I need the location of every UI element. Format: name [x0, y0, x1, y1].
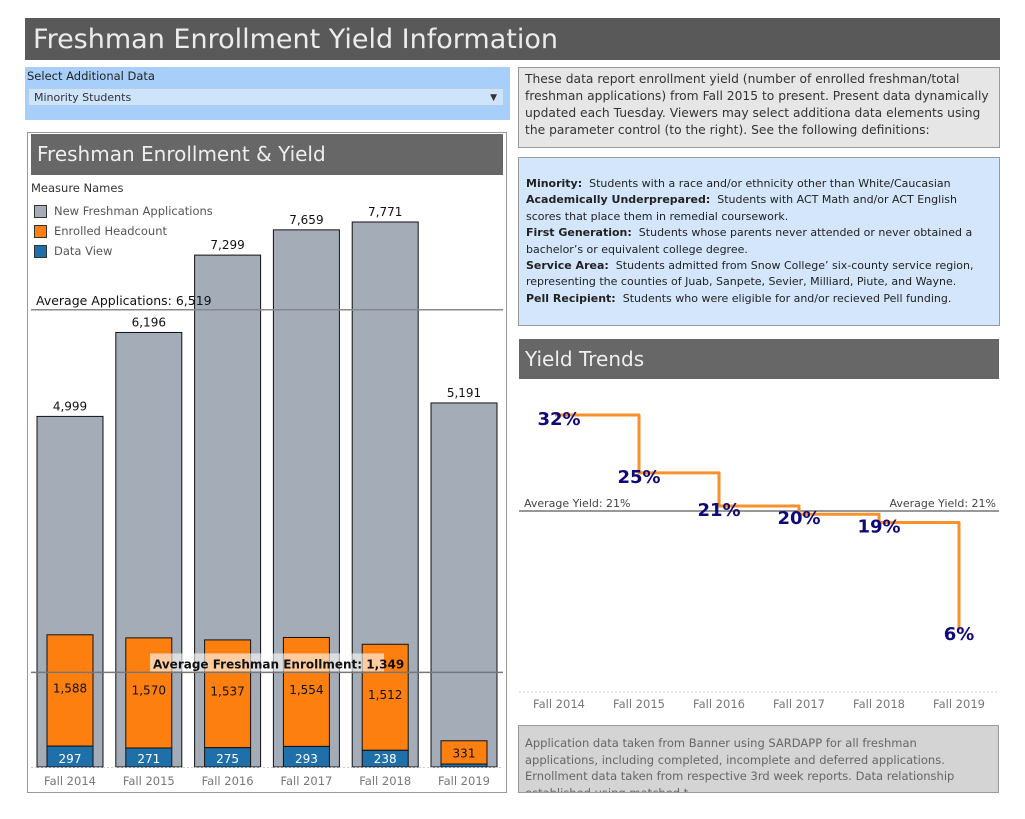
legend-label: Enrolled Headcount: [54, 224, 168, 238]
legend-label: Data View: [54, 244, 113, 258]
data-view-bar: [361, 749, 409, 768]
enrolled-label: 1,570: [132, 684, 166, 698]
applications-bar: [430, 402, 498, 768]
data-view-bar: [282, 745, 330, 768]
swatch-icon: [34, 204, 47, 218]
average-enrollment-label: Average Freshman Enrollment: 1,349: [153, 657, 404, 671]
enrolled-label: 1,537: [210, 685, 244, 699]
x-tick-label: Fall 2019: [438, 774, 490, 788]
legend-item-applications[interactable]: New Freshman Applications: [31, 201, 213, 221]
swatch-icon: [34, 244, 47, 258]
x-tick-label: Fall 2017: [280, 774, 332, 788]
enrollment-panel: [27, 132, 507, 793]
definitions-box: Minority: Students with a race and/or et…: [518, 157, 1000, 326]
average-applications-label: Average Applications: 6,519: [36, 293, 212, 308]
applications-label: 5,191: [447, 386, 481, 400]
data-view-label: 293: [295, 752, 318, 766]
data-view-label: 297: [59, 752, 82, 766]
dropdown-value: Minority Students: [34, 91, 132, 104]
additional-data-dropdown[interactable]: Minority Students ▼: [28, 88, 504, 106]
legend-item-data-view[interactable]: Data View: [31, 241, 213, 261]
enrolled-label: 1,512: [368, 688, 402, 702]
definition-pell: Pell Recipient: Students who were eligib…: [526, 291, 952, 305]
description-text: These data report enrollment yield (numb…: [518, 67, 1000, 148]
legend-label: New Freshman Applications: [54, 204, 213, 218]
footer-note: Application data taken from Banner using…: [518, 725, 999, 793]
applications-label: 7,771: [368, 205, 402, 219]
applications-label: 4,999: [53, 399, 87, 413]
applications-label: 7,299: [210, 238, 244, 252]
legend-item-enrolled[interactable]: Enrolled Headcount: [31, 221, 213, 241]
data-view-label: 275: [216, 752, 239, 766]
enrolled-label: 1,588: [53, 681, 87, 695]
legend-title: Measure Names: [31, 181, 124, 195]
dashboard-title: Freshman Enrollment Yield Information: [25, 18, 1000, 60]
swatch-icon: [34, 224, 47, 238]
x-tick-label: Fall 2018: [359, 774, 411, 788]
definition-service-area: Service Area: Students admitted from Sno…: [526, 259, 974, 289]
enrollment-chart-title: Freshman Enrollment & Yield: [31, 134, 503, 175]
enrolled-bar: [46, 634, 94, 747]
x-tick-label: Fall 2015: [123, 774, 175, 788]
data-view-bar: [46, 745, 94, 768]
chevron-down-icon[interactable]: ▼: [490, 93, 497, 103]
definition-first-generation: First Generation: Students whose parents…: [526, 226, 973, 256]
reference-label-background: [150, 653, 384, 672]
parameter-control: Select Additional Data Minority Students…: [25, 67, 510, 120]
definition-minority: Minority: Students with a race and/or et…: [526, 177, 951, 190]
applications-label: 6,196: [132, 315, 166, 329]
x-tick-label: Fall 2014: [44, 774, 96, 788]
yield-chart-title: Yield Trends: [519, 339, 999, 379]
x-tick-label: Fall 2016: [202, 774, 254, 788]
data-view-label: 238: [374, 752, 397, 766]
applications-label: 7,659: [289, 213, 323, 227]
parameter-label: Select Additional Data: [27, 69, 155, 83]
enrolled-label: 331: [453, 746, 476, 760]
legend: Measure Names New Freshman Applications …: [31, 181, 213, 261]
definition-underprepared: Academically Underprepared: Students wit…: [526, 193, 957, 223]
data-view-bar: [440, 763, 488, 768]
enrolled-label: 1,554: [289, 683, 323, 697]
data-view-label: 271: [137, 752, 160, 766]
